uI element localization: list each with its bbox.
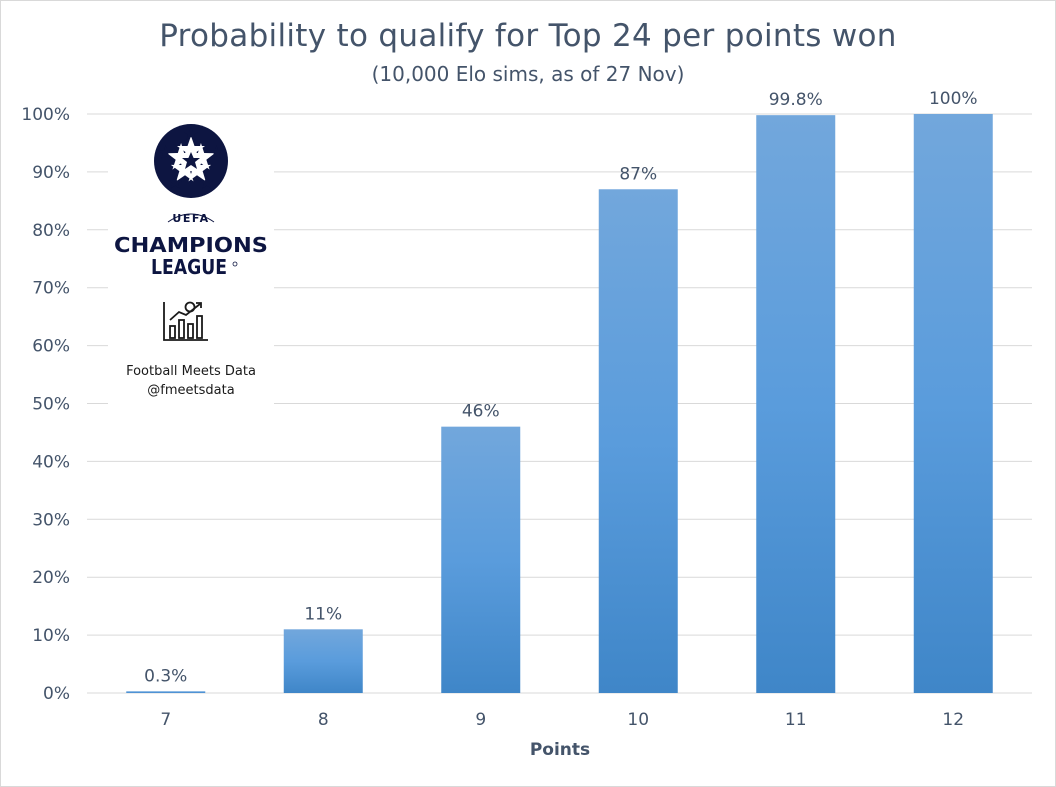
bars	[126, 114, 993, 693]
x-tick-label: 10	[627, 710, 649, 730]
bar	[913, 114, 993, 693]
y-tick-label: 20%	[32, 568, 70, 588]
chart-with-ball-icon	[163, 301, 208, 341]
league-wordmark: LEAGUE	[151, 255, 227, 279]
y-tick-label: 50%	[32, 395, 70, 415]
x-tick-label: 11	[785, 710, 807, 730]
y-tick-label: 40%	[32, 452, 70, 472]
chart-subtitle: (10,000 Elo sims, as of 27 Nov)	[371, 62, 685, 86]
bar	[756, 115, 836, 693]
y-tick-label: 30%	[32, 510, 70, 530]
champions-wordmark: CHAMPIONS	[114, 233, 268, 257]
y-tick-label: 0%	[43, 684, 70, 704]
x-tick-label: 7	[160, 710, 171, 730]
y-tick-label: 90%	[32, 163, 70, 183]
y-tick-label: 10%	[32, 626, 70, 646]
data-label: 100%	[929, 89, 978, 109]
y-tick-label: 70%	[32, 279, 70, 299]
starball-icon: UEFA CHAMPIONS LEAGUE	[114, 124, 268, 279]
brand-handle: @fmeetsdata	[147, 383, 235, 398]
y-tick-label: 60%	[32, 337, 70, 357]
data-label: 11%	[304, 604, 342, 624]
bar	[598, 189, 678, 693]
brand-name: Football Meets Data	[126, 364, 256, 379]
x-axis-title: Points	[530, 740, 590, 760]
data-label: 87%	[619, 164, 657, 184]
data-label: 0.3%	[144, 666, 187, 686]
uefa-wordmark: UEFA	[172, 212, 209, 225]
x-axis-ticks: 7 8 9 10 11 12	[160, 710, 964, 730]
y-tick-label: 80%	[32, 221, 70, 241]
x-tick-label: 9	[475, 710, 486, 730]
x-tick-label: 12	[942, 710, 964, 730]
data-label: 46%	[462, 402, 500, 422]
x-tick-label: 8	[318, 710, 329, 730]
y-axis-ticks: 0% 10% 20% 30% 40% 50% 60% 70% 80% 90% 100%	[21, 105, 70, 704]
bar	[126, 691, 206, 693]
y-tick-label: 100%	[21, 105, 70, 125]
logo-panel: UEFA CHAMPIONS LEAGUE Football Meets Dat…	[108, 118, 274, 408]
data-labels: 0.3% 11% 46% 87% 99.8% 100%	[144, 89, 977, 686]
bar	[441, 426, 521, 693]
bar	[283, 629, 363, 693]
data-label: 99.8%	[769, 90, 823, 110]
chart-title: Probability to qualify for Top 24 per po…	[159, 18, 897, 54]
